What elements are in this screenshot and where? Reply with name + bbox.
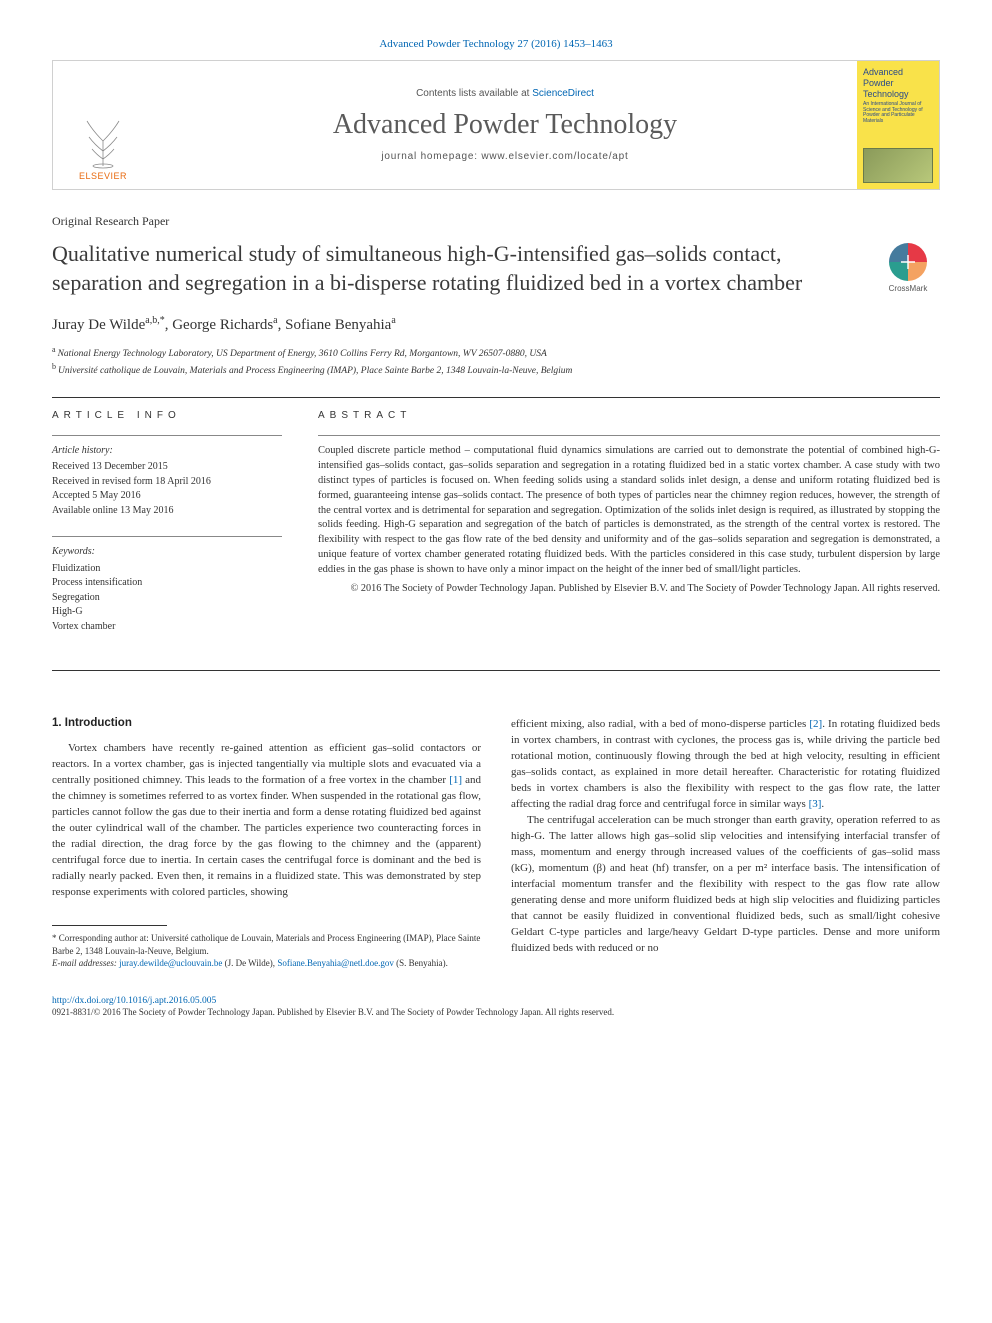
article-title: Qualitative numerical study of simultane… — [52, 239, 862, 297]
doi-link[interactable]: http://dx.doi.org/10.1016/j.apt.2016.05.… — [52, 996, 216, 1006]
crossmark-icon — [889, 243, 927, 281]
keyword: Segregation — [52, 591, 282, 606]
author: , Sofiane Benyahia — [278, 317, 392, 333]
keyword: Fluidization — [52, 562, 282, 577]
banner-center: Contents lists available at ScienceDirec… — [153, 61, 857, 189]
corr-author-text: * Corresponding author at: Université ca… — [52, 932, 481, 958]
author-email-link[interactable]: Sofiane.Benyahia@netl.doe.gov — [277, 958, 394, 968]
keyword: Process intensification — [52, 576, 282, 591]
abstract-heading: ABSTRACT — [318, 410, 940, 421]
affiliation-sup: a — [52, 345, 58, 354]
citation-ref[interactable]: [1] — [449, 774, 462, 786]
history-label: Article history: — [52, 444, 282, 459]
body-columns: 1. Introduction Vortex chambers have rec… — [52, 717, 940, 970]
page-container: Advanced Powder Technology 27 (2016) 145… — [0, 0, 992, 1047]
col2-para1: efficient mixing, also radial, with a be… — [511, 717, 940, 813]
elsevier-tree-icon — [77, 111, 129, 169]
col2-para2: The centrifugal acceleration can be much… — [511, 813, 940, 956]
abstract-column: ABSTRACT Coupled discrete particle metho… — [318, 410, 940, 653]
author-affil-sup: a,b, — [145, 315, 159, 326]
cover-image-icon — [863, 148, 933, 183]
keywords-block: Keywords: FluidizationProcess intensific… — [52, 545, 282, 634]
col1-para1: Vortex chambers have recently re-gained … — [52, 741, 481, 900]
history-line: Received in revised form 18 April 2016 — [52, 475, 282, 490]
affiliation-sup: b — [52, 362, 58, 371]
author: , George Richards — [165, 317, 273, 333]
keywords-label: Keywords: — [52, 545, 282, 560]
journal-banner: ELSEVIER Contents lists available at Sci… — [52, 60, 940, 190]
page-footer: http://dx.doi.org/10.1016/j.apt.2016.05.… — [52, 996, 940, 1017]
footnote-rule — [52, 925, 167, 926]
article-type: Original Research Paper — [52, 214, 940, 229]
affiliations: a National Energy Technology Laboratory,… — [52, 344, 940, 379]
article-history-block: Article history: Received 13 December 20… — [52, 444, 282, 519]
rule-info-top — [52, 435, 282, 436]
history-line: Received 13 December 2015 — [52, 460, 282, 475]
doi-line: http://dx.doi.org/10.1016/j.apt.2016.05.… — [52, 996, 940, 1006]
sciencedirect-link[interactable]: ScienceDirect — [532, 88, 594, 99]
publisher-name: ELSEVIER — [79, 171, 127, 181]
corresponding-author-footnote: * Corresponding author at: Université ca… — [52, 932, 481, 970]
header-citation: Advanced Powder Technology 27 (2016) 145… — [52, 38, 940, 50]
authors-line: Juray De Wildea,b,*, George Richardsa, S… — [52, 315, 940, 334]
journal-name: Advanced Powder Technology — [173, 109, 837, 141]
author-email-link[interactable]: juray.dewilde@uclouvain.be — [119, 958, 222, 968]
article-info-heading: ARTICLE INFO — [52, 410, 282, 421]
rule-above-meta — [52, 397, 940, 398]
keyword: High-G — [52, 605, 282, 620]
homepage-url[interactable]: www.elsevier.com/locate/apt — [481, 151, 628, 162]
abstract-text: Coupled discrete particle method – compu… — [318, 444, 940, 578]
publisher-logo-block: ELSEVIER — [53, 61, 153, 189]
author: Juray De Wilde — [52, 317, 145, 333]
cover-subtitle: An International Journal of Science and … — [863, 102, 933, 124]
keyword: Vortex chamber — [52, 620, 282, 635]
citation-ref[interactable]: [3] — [809, 798, 822, 810]
contents-available-line: Contents lists available at ScienceDirec… — [173, 88, 837, 99]
history-line: Accepted 5 May 2016 — [52, 489, 282, 504]
affiliation-line: b Université catholique de Louvain, Mate… — [52, 361, 940, 378]
crossmark-badge[interactable]: CrossMark — [876, 243, 940, 293]
crossmark-label: CrossMark — [889, 284, 928, 293]
cover-title: Advanced Powder Technology — [863, 67, 933, 99]
abstract-copyright: © 2016 The Society of Powder Technology … — [318, 582, 940, 596]
journal-cover-thumb: Advanced Powder Technology An Internatio… — [857, 61, 939, 189]
email-label: E-mail addresses: — [52, 958, 119, 968]
rule-info-mid — [52, 536, 282, 537]
footer-copyright: 0921-8831/© 2016 The Society of Powder T… — [52, 1007, 940, 1017]
meta-row: ARTICLE INFO Article history: Received 1… — [52, 410, 940, 653]
contents-prefix: Contents lists available at — [416, 88, 532, 99]
history-line: Available online 13 May 2016 — [52, 504, 282, 519]
rule-below-meta — [52, 670, 940, 671]
rule-abstract-top — [318, 435, 940, 436]
citation-ref[interactable]: [2] — [809, 718, 822, 730]
section-1-heading: 1. Introduction — [52, 717, 481, 729]
email-line: E-mail addresses: juray.dewilde@uclouvai… — [52, 957, 481, 970]
homepage-prefix: journal homepage: — [381, 151, 481, 162]
journal-homepage-line: journal homepage: www.elsevier.com/locat… — [173, 151, 837, 162]
article-info-column: ARTICLE INFO Article history: Received 1… — [52, 410, 282, 653]
author-affil-sup: a — [391, 315, 395, 326]
title-row: Qualitative numerical study of simultane… — [52, 239, 940, 297]
column-right: efficient mixing, also radial, with a be… — [511, 717, 940, 970]
column-left: 1. Introduction Vortex chambers have rec… — [52, 717, 481, 970]
affiliation-line: a National Energy Technology Laboratory,… — [52, 344, 940, 361]
